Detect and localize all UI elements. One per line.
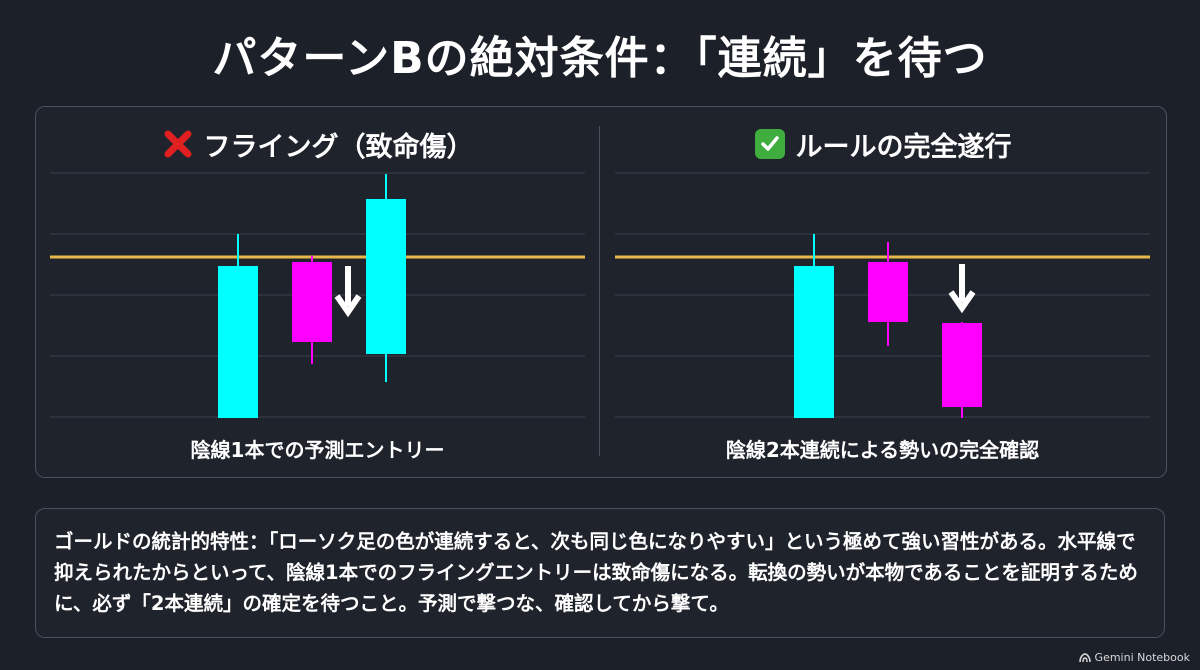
left-candle-bullish-1 [218,234,258,418]
right-candlestick-chart [615,172,1150,418]
left-heading-text: フライング（致命傷） [203,131,474,163]
left-heading: フライング（致命傷） [50,126,585,163]
left-caption: 陰線1本での予測エントリー [190,438,445,462]
check-mark-icon [754,128,786,160]
right-caption: 陰線2本連続による勢いの完全確認 [725,438,1040,462]
cross-mark-icon [162,128,194,160]
left-candle-bearish-1 [292,256,332,364]
right-candle-bearish-1 [868,242,908,346]
panel-divider [599,126,600,456]
notebook-logo-icon [1078,652,1091,662]
left-gridlines [50,172,585,418]
explanation-note: ゴールドの統計的特性：「ローソク足の色が連続すると、次も同じ色になりやすい」とい… [35,508,1165,638]
right-heading-text: ルールの完全遂行 [795,131,1012,163]
left-candlestick-chart [50,172,585,418]
right-candle-bearish-2 [942,322,982,418]
right-candle-bullish [794,234,834,418]
brand-label: Gemini Notebook [1094,651,1190,664]
left-candle-bullish-2 [366,174,406,382]
left-down-arrow-icon [334,266,362,318]
page-title: パターンBの絶対条件：「連続」を待つ [212,33,988,84]
right-down-arrow-icon [948,264,976,314]
brand-badge: Gemini Notebook [1078,651,1190,664]
right-heading: ルールの完全遂行 [615,126,1150,163]
